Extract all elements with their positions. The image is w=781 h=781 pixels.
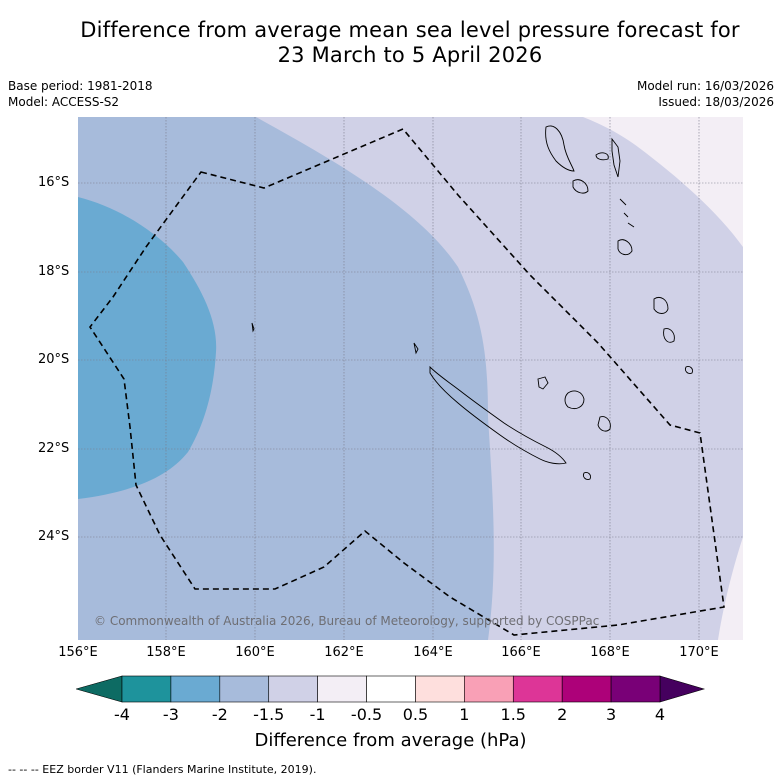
eez-border — [89, 128, 725, 636]
colorbar-segment — [415, 675, 465, 703]
colorbar-under-arrow — [76, 675, 123, 703]
graticule — [78, 117, 743, 640]
meta-left: Base period: 1981-2018 Model: ACCESS-S2 — [8, 78, 153, 110]
anomaly-zone-minus-1-southeast — [718, 537, 743, 640]
loyalty-island-ouvea — [537, 376, 549, 390]
lat-label-24s: 24°S — [38, 529, 70, 544]
vanuatu-efate — [617, 239, 633, 256]
title-line-2: 23 March to 5 April 2026 — [277, 43, 543, 67]
eez-legend-note: -- -- -- EEZ border V11 (Flanders Marine… — [8, 763, 317, 776]
coastlines — [251, 125, 693, 480]
model-run: Model run: 16/03/2026 — [636, 79, 774, 93]
lon-label-164e: 164°E — [413, 645, 453, 660]
colorbar-segment — [561, 675, 612, 703]
issued-date: Issued: 18/03/2026 — [658, 95, 774, 109]
chesterfield-islet — [251, 322, 255, 333]
colorbar-segment — [121, 675, 172, 703]
colorbar-tick-label: -1 — [309, 705, 326, 724]
colorbar-tick-label: 3 — [605, 705, 617, 724]
colorbar-tick-label: -3 — [162, 705, 179, 724]
anomaly-zone-minus-2 — [78, 117, 494, 640]
colorbar-tick-label: -2 — [211, 705, 228, 724]
colorbar-segment — [610, 675, 661, 703]
lon-label-166e: 166°E — [501, 645, 541, 660]
colorbar-title: Difference from average (hPa) — [254, 730, 527, 751]
colorbar-segment — [170, 675, 221, 703]
base-period: Base period: 1981-2018 — [8, 79, 153, 93]
colorbar-tick-label: 1.5 — [500, 705, 526, 724]
isle-of-pines — [583, 472, 591, 480]
colorbar-tick-label: -0.5 — [350, 705, 383, 724]
colorbar-segment — [464, 675, 514, 703]
colorbar-tick-label: 4 — [654, 705, 666, 724]
vanuatu-espiritu-santo — [545, 125, 575, 172]
colorbar-tick-label: -4 — [114, 705, 130, 724]
anomaly-zone-minus-3 — [78, 197, 217, 499]
lon-label-158e: 158°E — [146, 645, 186, 660]
colorbar-tick-label: 2 — [557, 705, 568, 724]
lat-label-20s: 20°S — [38, 352, 70, 367]
colorbar-segment — [366, 675, 416, 703]
copyright-notice: © Commonwealth of Australia 2026, Bureau… — [94, 614, 600, 628]
lon-label-170e: 170°E — [679, 645, 719, 660]
lat-label-16s: 16°S — [38, 175, 70, 190]
colorbar-segment — [268, 675, 318, 703]
colorbar-tick-label: -1.5 — [253, 705, 285, 724]
belep-island — [413, 342, 419, 355]
colorbar-tick-label: 0.5 — [402, 705, 429, 724]
colorbar-segments — [121, 675, 661, 703]
colorbar-segment — [512, 675, 563, 703]
colorbar-over-arrow — [659, 675, 706, 703]
anomaly-zone-minus-1 — [583, 117, 743, 247]
vanuatu-tanna — [663, 328, 675, 343]
vanuatu-pentecost — [611, 137, 621, 178]
lat-label-22s: 22°S — [38, 441, 70, 456]
pressure-anomaly-map — [78, 117, 743, 640]
loyalty-island-mare — [597, 416, 611, 432]
vanuatu-malekula — [572, 179, 589, 194]
chart-title: Difference from average mean sea level p… — [0, 18, 781, 68]
colorbar — [76, 675, 706, 703]
lon-label-160e: 160°E — [235, 645, 275, 660]
vanuatu-aneityum — [685, 366, 693, 374]
vanuatu-erromango — [653, 297, 669, 314]
meta-right: Model run: 16/03/2026 Issued: 18/03/2026 — [637, 78, 774, 110]
vanuatu-ambae — [595, 152, 609, 161]
lat-label-18s: 18°S — [38, 264, 70, 279]
loyalty-island-lifou — [564, 390, 585, 410]
new-caledonia-grande-terre — [429, 365, 567, 465]
model-name: Model: ACCESS-S2 — [8, 95, 120, 109]
colorbar-segment — [219, 675, 270, 703]
colorbar-segment — [317, 675, 367, 703]
title-line-1: Difference from average mean sea level p… — [80, 18, 740, 42]
lon-label-168e: 168°E — [590, 645, 630, 660]
vanuatu-epi-islets — [619, 198, 635, 228]
lon-label-162e: 162°E — [324, 645, 364, 660]
lon-label-156e: 156°E — [58, 645, 98, 660]
colorbar-tick-label: 1 — [459, 705, 470, 724]
